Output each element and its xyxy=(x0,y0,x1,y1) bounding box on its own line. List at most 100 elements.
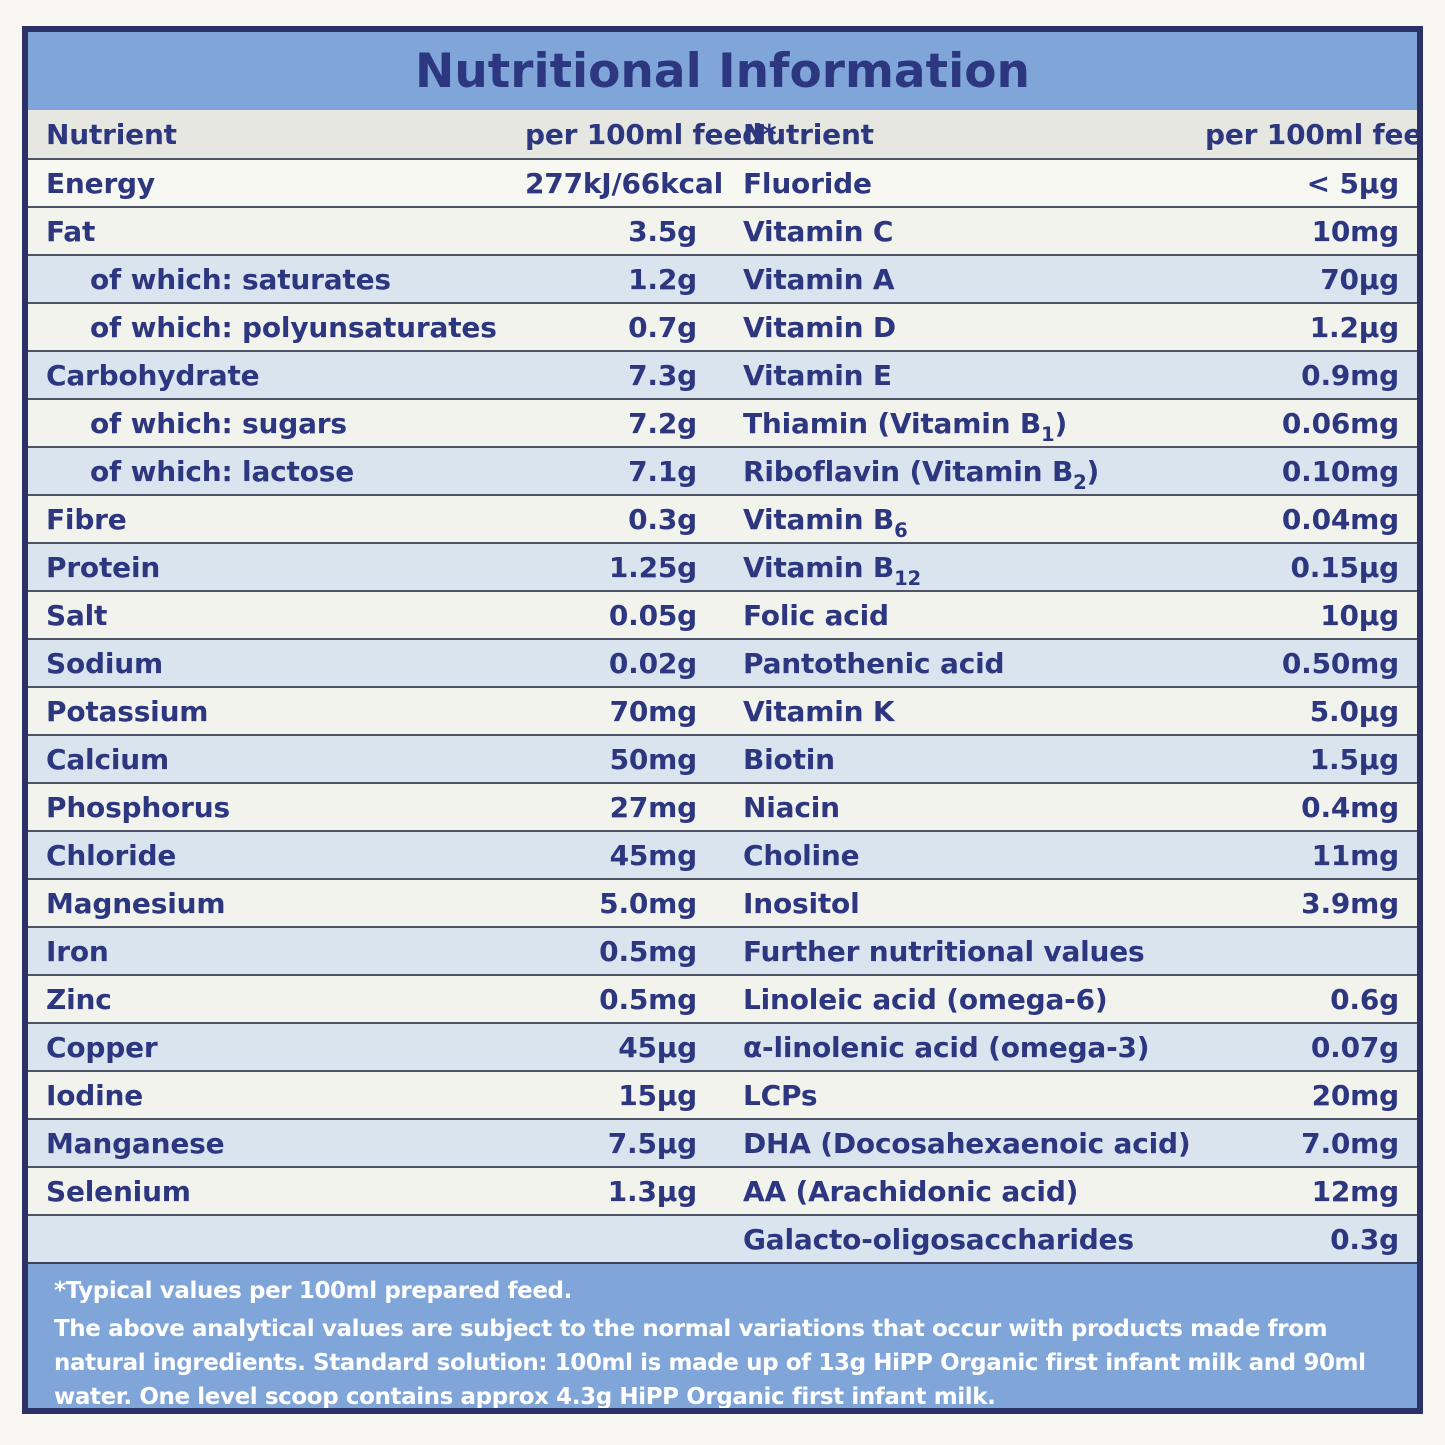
nutrient-label: Iron xyxy=(46,934,109,968)
nutrient-label: Selenium xyxy=(46,1174,191,1208)
nutrient-label: Fibre xyxy=(46,502,127,536)
nutrient-value: 7.1g xyxy=(628,454,697,488)
nutrient-label: Fluoride xyxy=(743,166,872,200)
nutrient-value: 0.06mg xyxy=(1281,406,1399,440)
nutrient-value: 0.05g xyxy=(608,598,697,632)
nutrient-label: Riboflavin (Vitamin B2) xyxy=(743,454,1100,494)
nutrient-label: Vitamin E xyxy=(743,358,892,392)
nutrient-value: 70µg xyxy=(1320,262,1399,296)
table-row: Energy 277kJ/66kcal Fluoride < 5µg xyxy=(28,158,1417,206)
nutrient-value: 1.25g xyxy=(608,550,697,584)
nutrient-value: 0.07g xyxy=(1310,1030,1399,1064)
nutrient-label: Thiamin (Vitamin B1) xyxy=(743,406,1068,446)
nutrient-value: 7.0mg xyxy=(1301,1126,1399,1160)
nutrient-label: LCPs xyxy=(743,1078,818,1112)
nutrient-label: α-linolenic acid (omega-3) xyxy=(743,1030,1150,1064)
nutrient-label: Vitamin A xyxy=(743,262,895,296)
nutrient-value: 0.50mg xyxy=(1281,646,1399,680)
nutrient-label: Copper xyxy=(46,1030,158,1064)
table-header-row: Nutrient per 100ml feed* Nutrient per 10… xyxy=(28,110,1417,158)
nutrient-value: 277kJ/66kcal xyxy=(525,166,723,200)
table-row: Salt 0.05g Folic acid 10µg xyxy=(28,590,1417,638)
nutrient-value: 0.3g xyxy=(628,502,697,536)
nutrient-label: Choline xyxy=(743,838,860,872)
nutrient-label: Linoleic acid (omega-6) xyxy=(743,982,1108,1016)
nutrient-label: Inositol xyxy=(743,886,860,920)
nutrient-label: Calcium xyxy=(46,742,169,776)
nutrient-value: 0.02g xyxy=(608,646,697,680)
nutrient-label: Niacin xyxy=(743,790,840,824)
nutrient-value: 0.15µg xyxy=(1290,550,1399,584)
title-band: Nutritional Information xyxy=(28,32,1417,110)
nutrient-label: Further nutritional values xyxy=(743,934,1145,968)
table-row: of which: sugars 7.2g Thiamin (Vitamin B1)… xyxy=(28,398,1417,446)
nutrient-value: 12mg xyxy=(1311,1174,1400,1208)
nutrient-label: Folic acid xyxy=(743,598,889,632)
panel-title: Nutritional Information xyxy=(415,43,1030,99)
nutrient-value: 45µg xyxy=(618,1030,697,1064)
table-row: of which: lactose 7.1g Riboflavin (Vitamin… xyxy=(28,446,1417,494)
nutrient-value: 0.5mg xyxy=(599,934,697,968)
nutrient-label: Carbohydrate xyxy=(46,358,260,392)
nutrient-label: AA (Arachidonic acid) xyxy=(743,1174,1079,1208)
nutrient-value: 0.10mg xyxy=(1281,454,1399,488)
typical-values-note: *Typical values per 100ml prepared feed. xyxy=(54,1278,572,1304)
per-100ml-column-header: per 100ml feed* xyxy=(1205,117,1423,151)
table-row: Carbohydrate 7.3g Vitamin E 0.9mg xyxy=(28,350,1417,398)
nutrient-value: 20mg xyxy=(1311,1078,1400,1112)
table-row: Magnesium 5.0mg Inositol 3.9mg xyxy=(28,878,1417,926)
table-row: Potassium 70mg Vitamin K 5.0µg xyxy=(28,686,1417,734)
nutrient-label: Vitamin B12 xyxy=(743,550,921,590)
nutrient-value: 0.6g xyxy=(1330,982,1399,1016)
nutrient-label: DHA (Docosahexaenoic acid) xyxy=(743,1126,1191,1160)
nutrient-label: Galacto-oligosaccharides xyxy=(743,1222,1134,1256)
nutrient-value: 7.5µg xyxy=(607,1126,697,1160)
table-row: Iron 0.5mg Further nutritional values xyxy=(28,926,1417,974)
table-row: Fat 3.5g Vitamin C 10mg xyxy=(28,206,1417,254)
nutrient-value: 1.2µg xyxy=(1309,310,1399,344)
table-row: Iodine 15µg LCPs 20mg xyxy=(28,1070,1417,1118)
nutrient-value: < 5µg xyxy=(1306,166,1400,200)
table-row: Selenium 1.3µg AA (Arachidonic acid) 12mg xyxy=(28,1166,1417,1214)
nutrient-label: of which: saturates xyxy=(90,262,391,296)
nutrient-value: 3.5g xyxy=(628,214,697,248)
nutrient-label: Vitamin B6 xyxy=(743,502,908,542)
nutrient-value: 0.04mg xyxy=(1281,502,1399,536)
nutrient-label: Vitamin C xyxy=(743,214,894,248)
nutrient-label: Chloride xyxy=(46,838,177,872)
nutrient-label: Salt xyxy=(46,598,108,632)
nutrient-label: Energy xyxy=(46,166,155,200)
nutrient-label: Sodium xyxy=(46,646,163,680)
nutrient-value: 0.4mg xyxy=(1301,790,1399,824)
analytical-values-note: The above analytical values are subject … xyxy=(54,1316,1366,1410)
nutrient-value: 0.3g xyxy=(1330,1222,1399,1256)
per-100ml-column-header: per 100ml feed* xyxy=(525,117,777,151)
table-row: Zinc 0.5mg Linoleic acid (omega-6) 0.6g xyxy=(28,974,1417,1022)
nutrient-value: 0.9mg xyxy=(1301,358,1399,392)
table-row: of which: saturates 1.2g Vitamin A 70µg xyxy=(28,254,1417,302)
table-row: Chloride 45mg Choline 11mg xyxy=(28,830,1417,878)
nutrient-label: of which: lactose xyxy=(90,454,355,488)
nutrient-value: 27mg xyxy=(609,790,698,824)
nutrient-value: 1.5µg xyxy=(1309,742,1399,776)
nutrient-column-header: Nutrient xyxy=(46,117,177,151)
table-row: Manganese 7.5µg DHA (Docosahexaenoic acid)… xyxy=(28,1118,1417,1166)
nutrient-value: 10µg xyxy=(1320,598,1399,632)
table-row: Sodium 0.02g Pantothenic acid 0.50mg xyxy=(28,638,1417,686)
nutrient-label: Biotin xyxy=(743,742,835,776)
nutrient-column-header: Nutrient xyxy=(743,117,874,151)
footnote: *Typical values per 100ml prepared feed.… xyxy=(28,1262,1417,1410)
table-row: Calcium 50mg Biotin 1.5µg xyxy=(28,734,1417,782)
table-row: of which: polyunsaturates 0.7g Vitamin D 1.… xyxy=(28,302,1417,350)
nutrient-label: Zinc xyxy=(46,982,112,1016)
nutrient-label: Phosphorus xyxy=(46,790,230,824)
nutrient-label: Magnesium xyxy=(46,886,226,920)
nutrient-value: 1.2g xyxy=(628,262,697,296)
nutrient-value: 1.3µg xyxy=(607,1174,697,1208)
nutrient-value: 50mg xyxy=(609,742,698,776)
table-row: Fibre 0.3g Vitamin B6 0.04mg xyxy=(28,494,1417,542)
table-row: Phosphorus 27mg Niacin 0.4mg xyxy=(28,782,1417,830)
nutrient-value: 5.0mg xyxy=(599,886,697,920)
nutrient-label: of which: sugars xyxy=(90,406,347,440)
nutrient-value: 0.5mg xyxy=(599,982,697,1016)
